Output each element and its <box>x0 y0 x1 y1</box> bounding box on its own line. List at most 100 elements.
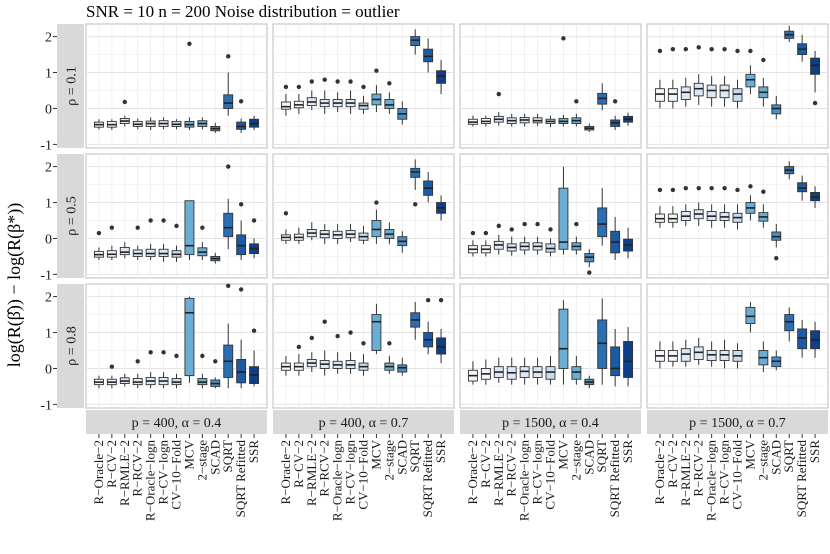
box-outlier <box>374 68 379 73</box>
box-outlier <box>670 46 676 52</box>
box-outlier <box>387 341 392 346</box>
box-outlier <box>522 221 527 227</box>
box-outlier <box>748 48 753 54</box>
box-outlier <box>296 344 302 350</box>
box-outlier <box>438 297 444 303</box>
box-outlier <box>361 84 366 90</box>
x-tick-label: R−RMLE−2 <box>491 440 506 506</box>
box-outlier <box>238 287 244 292</box>
box-outlier <box>548 227 553 232</box>
x-tick-label: SQRT <box>594 440 609 473</box>
y-tick-label: 0 <box>45 102 52 117</box>
x-tick-label: 2−stage <box>381 440 396 481</box>
row-strip <box>57 24 84 148</box>
x-tick-label: R−CV−logn <box>343 440 358 505</box>
x-tick-label: R−CV−2 <box>104 440 119 488</box>
box-outlier <box>612 99 618 104</box>
box-outlier <box>187 41 192 46</box>
x-tick-label: R−RCV−2 <box>130 440 145 497</box>
box-body <box>810 57 821 75</box>
y-axis-label: log(R(β̂)) − log(R(β*)) <box>4 203 25 367</box>
box-body <box>623 341 634 378</box>
box-outlier <box>174 223 179 229</box>
y-tick-label: 2 <box>45 31 52 46</box>
box-outlier <box>470 230 476 236</box>
x-tick-label: SCAD <box>581 440 596 475</box>
x-tick-label: R−CV−logn <box>717 440 732 505</box>
box-outlier <box>96 230 102 236</box>
box-body <box>797 328 808 350</box>
box-body <box>680 86 691 100</box>
box-outlier <box>561 36 566 41</box>
box-outlier <box>251 328 257 333</box>
x-tick-label: R−RCV−2 <box>504 440 519 497</box>
x-tick-label: SQRT <box>407 440 422 473</box>
box-body <box>693 82 704 97</box>
x-tick-label: SCAD <box>207 440 222 475</box>
chart-title: SNR = 10 n = 200 Noise distribution = ou… <box>86 2 400 21</box>
x-tick-label: R−Oracle−2 <box>91 440 106 504</box>
x-tick-label: R−RCV−2 <box>691 440 706 497</box>
box-outlier <box>722 46 727 52</box>
box-outlier <box>135 225 140 230</box>
box-body <box>797 182 808 193</box>
x-tick-label: 2−stage <box>755 440 770 481</box>
box-outlier <box>774 256 779 261</box>
y-tick-label: -1 <box>40 138 52 153</box>
x-tick-label: R−Oracle−2 <box>465 440 480 504</box>
box-outlier <box>251 218 257 223</box>
box-body <box>732 88 743 102</box>
y-tick-label: 1 <box>45 197 52 212</box>
box-outlier <box>148 218 153 223</box>
x-tick-label: 2−stage <box>194 440 209 481</box>
box-outlier <box>535 221 540 227</box>
box-outlier <box>574 99 579 104</box>
x-tick-label: R−CV−2 <box>291 440 306 488</box>
box-body <box>236 234 247 256</box>
x-tick-label: CV−10−Fold <box>169 440 184 510</box>
x-tick-label: R−RCV−2 <box>317 440 332 497</box>
box-outlier <box>496 223 501 229</box>
box-outlier <box>226 283 231 288</box>
x-tick-label: SSR <box>433 440 448 463</box>
x-tick-label: SQRT Refitted <box>420 440 435 518</box>
box-body <box>371 220 382 238</box>
box-outlier <box>226 164 231 169</box>
box-outlier <box>587 270 592 275</box>
column-strip <box>460 410 641 434</box>
box-body <box>597 319 608 369</box>
box-outlier <box>413 202 418 207</box>
box-outlier <box>574 221 579 227</box>
x-tick-label: SCAD <box>768 440 783 475</box>
x-tick-label: SSR <box>246 440 261 463</box>
y-tick-label: 0 <box>45 232 52 247</box>
box-body <box>771 104 782 115</box>
x-tick-label: SQRT Refitted <box>794 440 809 518</box>
box-outlier <box>683 185 688 191</box>
box-body <box>558 308 569 369</box>
box-outlier <box>748 184 753 189</box>
x-tick-label: MCV <box>181 439 196 469</box>
x-tick-label: R−RMLE−2 <box>117 440 132 506</box>
box-body <box>558 187 569 250</box>
column-strip-label: p = 1500, α = 0.7 <box>689 416 786 431</box>
x-tick-label: MCV <box>368 439 383 469</box>
x-tick-label: CV−10−Fold <box>543 440 558 510</box>
box-outlier <box>709 185 714 191</box>
x-tick-label: R−CV−logn <box>530 440 545 505</box>
x-tick-label: R−Oracle−logn <box>330 440 345 522</box>
x-tick-label: SSR <box>807 440 822 463</box>
box-outlier <box>348 330 353 335</box>
box-body <box>184 297 195 377</box>
box-body <box>680 348 691 362</box>
box-outlier <box>335 79 340 84</box>
box-outlier <box>161 218 166 223</box>
box-body <box>184 200 195 256</box>
x-tick-label: SQRT <box>781 440 796 473</box>
row-strip <box>57 284 84 408</box>
box-body <box>436 337 447 355</box>
box-body <box>410 36 421 47</box>
box-outlier <box>135 359 140 364</box>
box-body <box>423 48 434 63</box>
